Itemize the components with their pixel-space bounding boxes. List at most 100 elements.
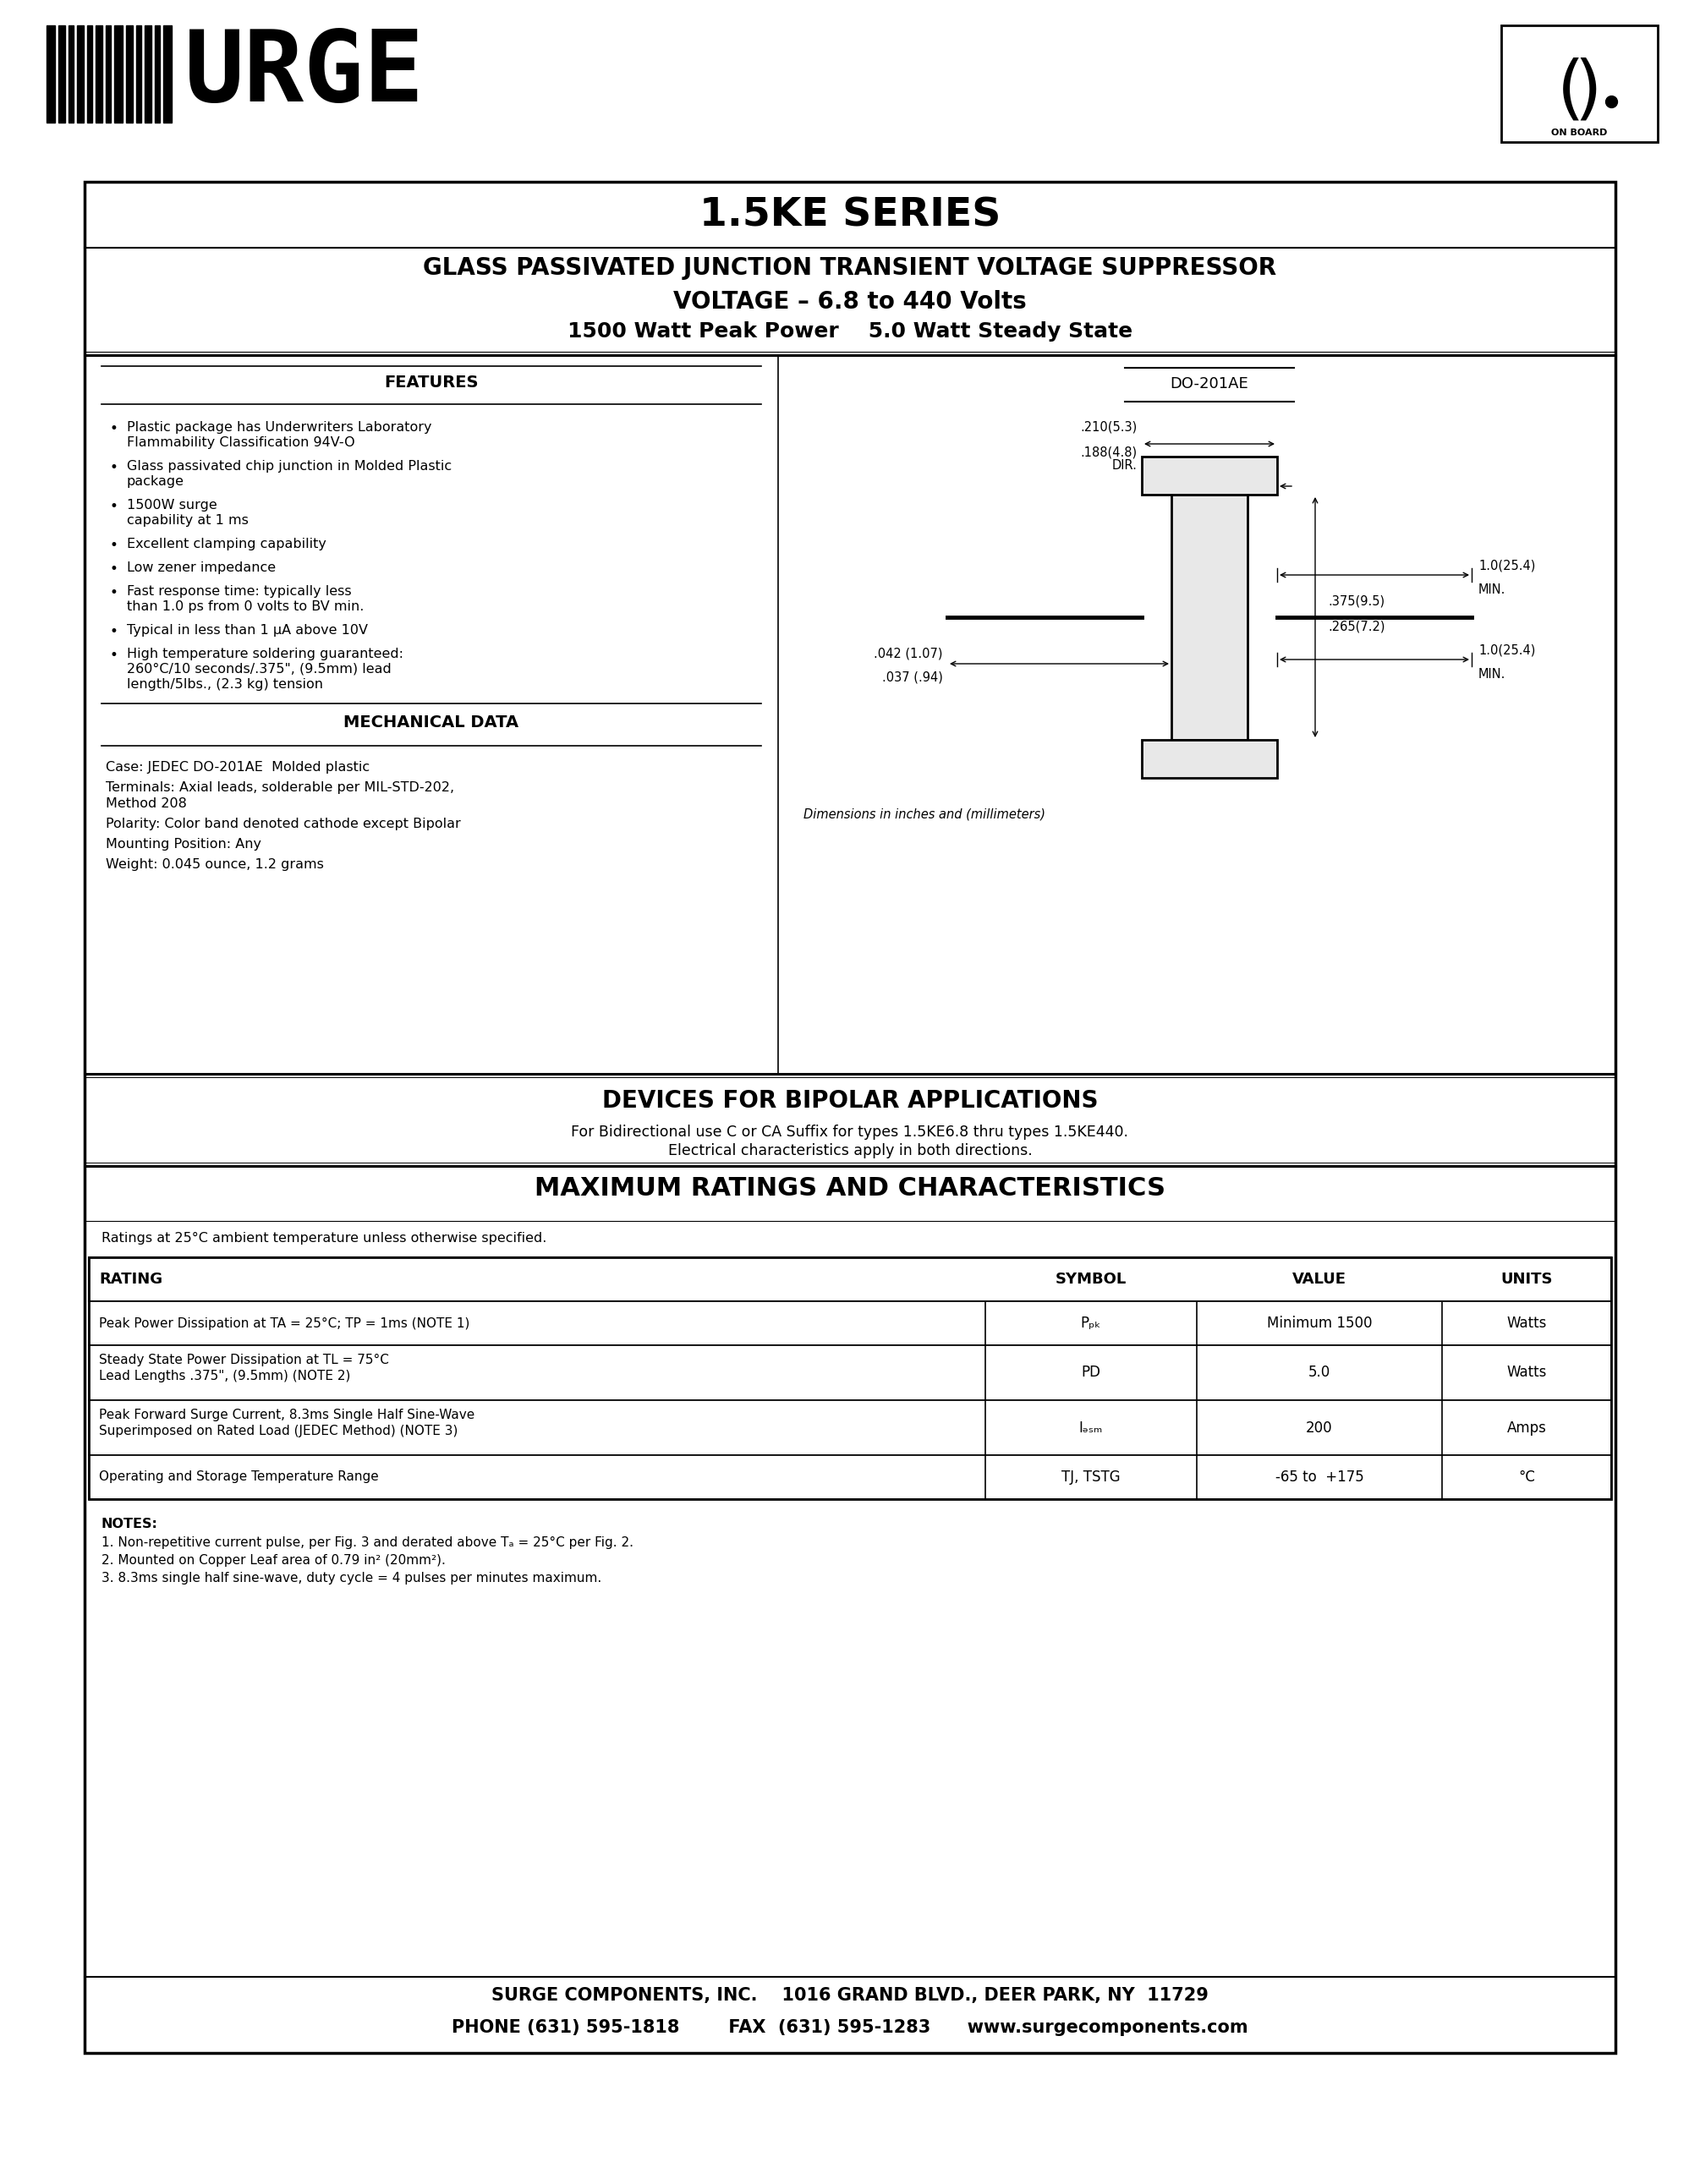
Text: Typical in less than 1 μA above 10V: Typical in less than 1 μA above 10V — [127, 625, 368, 638]
Text: package: package — [127, 476, 184, 487]
Text: -65 to  +175: -65 to +175 — [1275, 1470, 1363, 1485]
Bar — [90, 1302, 1611, 1345]
Text: Mounting Position: Any: Mounting Position: Any — [106, 839, 262, 850]
Text: .210(5.3): .210(5.3) — [1081, 422, 1138, 435]
Bar — [96, 26, 103, 122]
Text: GLASS PASSIVATED JUNCTION TRANSIENT VOLTAGE SUPPRESSOR: GLASS PASSIVATED JUNCTION TRANSIENT VOLT… — [424, 256, 1277, 280]
Text: MIN.: MIN. — [1478, 583, 1507, 596]
Text: Terminals: Axial leads, solderable per MIL-STD-202,: Terminals: Axial leads, solderable per M… — [106, 782, 454, 795]
Bar — [137, 26, 142, 122]
Text: .375(9.5): .375(9.5) — [1328, 594, 1385, 607]
Text: capability at 1 ms: capability at 1 ms — [127, 513, 248, 526]
Text: 5.0: 5.0 — [1309, 1365, 1331, 1380]
Text: Operating and Storage Temperature Range: Operating and Storage Temperature Range — [100, 1470, 378, 1483]
Bar — [78, 26, 84, 122]
Text: Ratings at 25°C ambient temperature unless otherwise specified.: Ratings at 25°C ambient temperature unle… — [101, 1232, 547, 1245]
Text: PD: PD — [1081, 1365, 1101, 1380]
Bar — [155, 26, 160, 122]
Text: 1.5KE SERIES: 1.5KE SERIES — [699, 197, 1000, 236]
Text: DEVICES FOR BIPOLAR APPLICATIONS: DEVICES FOR BIPOLAR APPLICATIONS — [601, 1090, 1098, 1112]
Text: DO-201AE: DO-201AE — [1170, 376, 1248, 391]
Text: ): ) — [1574, 57, 1601, 127]
Text: than 1.0 ps from 0 volts to BV min.: than 1.0 ps from 0 volts to BV min. — [127, 601, 365, 614]
Text: Fast response time: typically less: Fast response time: typically less — [127, 585, 351, 598]
Text: High temperature soldering guaranteed:: High temperature soldering guaranteed: — [127, 649, 404, 660]
Text: URGE: URGE — [184, 26, 424, 122]
Text: •: • — [110, 537, 118, 553]
Text: Dimensions in inches and (millimeters): Dimensions in inches and (millimeters) — [804, 808, 1045, 821]
Text: SURGE COMPONENTS, INC.    1016 GRAND BLVD., DEER PARK, NY  11729: SURGE COMPONENTS, INC. 1016 GRAND BLVD.,… — [491, 1987, 1209, 2005]
Bar — [69, 26, 74, 122]
Text: .265(7.2): .265(7.2) — [1328, 620, 1385, 633]
Bar — [88, 26, 93, 122]
Text: •: • — [110, 649, 118, 664]
Text: TJ, TSTG: TJ, TSTG — [1062, 1470, 1120, 1485]
Bar — [90, 1258, 1611, 1498]
Bar — [59, 26, 66, 122]
Text: •: • — [110, 585, 118, 601]
Bar — [90, 1455, 1611, 1498]
Text: Iₔₛₘ: Iₔₛₘ — [1079, 1420, 1103, 1435]
Text: Watts: Watts — [1507, 1315, 1547, 1330]
Text: .188(4.8): .188(4.8) — [1081, 446, 1138, 459]
Text: Glass passivated chip junction in Molded Plastic: Glass passivated chip junction in Molded… — [127, 461, 451, 472]
Bar — [1502, 26, 1657, 52]
Bar — [90, 1400, 1611, 1455]
Text: Excellent clamping capability: Excellent clamping capability — [127, 537, 326, 550]
Bar — [1502, 26, 1657, 142]
Text: .037 (.94): .037 (.94) — [882, 670, 942, 684]
Text: Watts: Watts — [1507, 1365, 1547, 1380]
Text: 1.0(25.4): 1.0(25.4) — [1478, 644, 1535, 655]
Text: FEATURES: FEATURES — [383, 376, 478, 391]
Text: 3. 8.3ms single half sine-wave, duty cycle = 4 pulses per minutes maximum.: 3. 8.3ms single half sine-wave, duty cyc… — [101, 1572, 601, 1586]
Text: •: • — [110, 561, 118, 577]
Text: length/5lbs., (2.3 kg) tension: length/5lbs., (2.3 kg) tension — [127, 677, 323, 690]
Bar — [47, 26, 56, 122]
Text: UNITS: UNITS — [1500, 1271, 1552, 1286]
Text: Weight: 0.045 ounce, 1.2 grams: Weight: 0.045 ounce, 1.2 grams — [106, 858, 324, 871]
Text: Amps: Amps — [1507, 1420, 1547, 1435]
Text: •: • — [110, 498, 118, 513]
Text: For Bidirectional use C or CA Suffix for types 1.5KE6.8 thru types 1.5KE440.: For Bidirectional use C or CA Suffix for… — [571, 1125, 1128, 1140]
Text: .042 (1.07): .042 (1.07) — [875, 646, 942, 660]
Text: •: • — [110, 461, 118, 476]
Text: 1.0(25.4): 1.0(25.4) — [1478, 559, 1535, 572]
Text: Method 208: Method 208 — [106, 797, 187, 810]
Text: RATING: RATING — [100, 1271, 162, 1286]
Text: DIR.: DIR. — [1113, 459, 1138, 472]
Text: 2. Mounted on Copper Leaf area of 0.79 in² (20mm²).: 2. Mounted on Copper Leaf area of 0.79 i… — [101, 1555, 446, 1566]
Bar — [1142, 740, 1277, 778]
Text: 200: 200 — [1306, 1420, 1333, 1435]
Bar — [164, 26, 172, 122]
Text: MIN.: MIN. — [1478, 668, 1507, 681]
Text: Peak Forward Surge Current, 8.3ms Single Half Sine-Wave: Peak Forward Surge Current, 8.3ms Single… — [100, 1409, 475, 1422]
Bar — [1172, 494, 1248, 740]
Text: 1500 Watt Peak Power    5.0 Watt Steady State: 1500 Watt Peak Power 5.0 Watt Steady Sta… — [568, 321, 1133, 341]
Text: (: ( — [1557, 57, 1584, 127]
Text: •: • — [110, 422, 118, 437]
Text: Flammability Classification 94V-O: Flammability Classification 94V-O — [127, 437, 355, 450]
Bar — [84, 181, 1615, 2053]
Text: 1500W surge: 1500W surge — [127, 498, 218, 511]
Text: NOTES:: NOTES: — [101, 1518, 159, 1531]
Bar — [145, 26, 152, 122]
Text: Lead Lengths .375", (9.5mm) (NOTE 2): Lead Lengths .375", (9.5mm) (NOTE 2) — [100, 1369, 350, 1382]
Bar — [115, 26, 123, 122]
Text: MECHANICAL DATA: MECHANICAL DATA — [345, 714, 519, 729]
Text: Low zener impedance: Low zener impedance — [127, 561, 275, 574]
Text: Minimum 1500: Minimum 1500 — [1267, 1315, 1371, 1330]
Text: Polarity: Color band denoted cathode except Bipolar: Polarity: Color band denoted cathode exc… — [106, 817, 461, 830]
Text: °C: °C — [1518, 1470, 1535, 1485]
Bar — [90, 1258, 1611, 1302]
Text: •: • — [110, 625, 118, 640]
Text: 1. Non-repetitive current pulse, per Fig. 3 and derated above Tₐ = 25°C per Fig.: 1. Non-repetitive current pulse, per Fig… — [101, 1535, 633, 1548]
Text: PHONE (631) 595-1818        FAX  (631) 595-1283      www.surgecomponents.com: PHONE (631) 595-1818 FAX (631) 595-1283 … — [451, 2020, 1248, 2035]
Text: VALUE: VALUE — [1292, 1271, 1346, 1286]
Bar — [1142, 456, 1277, 494]
Text: Peak Power Dissipation at TA = 25°C; TP = 1ms (NOTE 1): Peak Power Dissipation at TA = 25°C; TP … — [100, 1317, 470, 1330]
Text: Case: JEDEC DO-201AE  Molded plastic: Case: JEDEC DO-201AE Molded plastic — [106, 760, 370, 773]
Text: Electrical characteristics apply in both directions.: Electrical characteristics apply in both… — [667, 1142, 1032, 1158]
Bar — [106, 26, 111, 122]
Text: QUALITY: QUALITY — [1557, 28, 1603, 37]
Text: Pₚₖ: Pₚₖ — [1081, 1315, 1101, 1330]
